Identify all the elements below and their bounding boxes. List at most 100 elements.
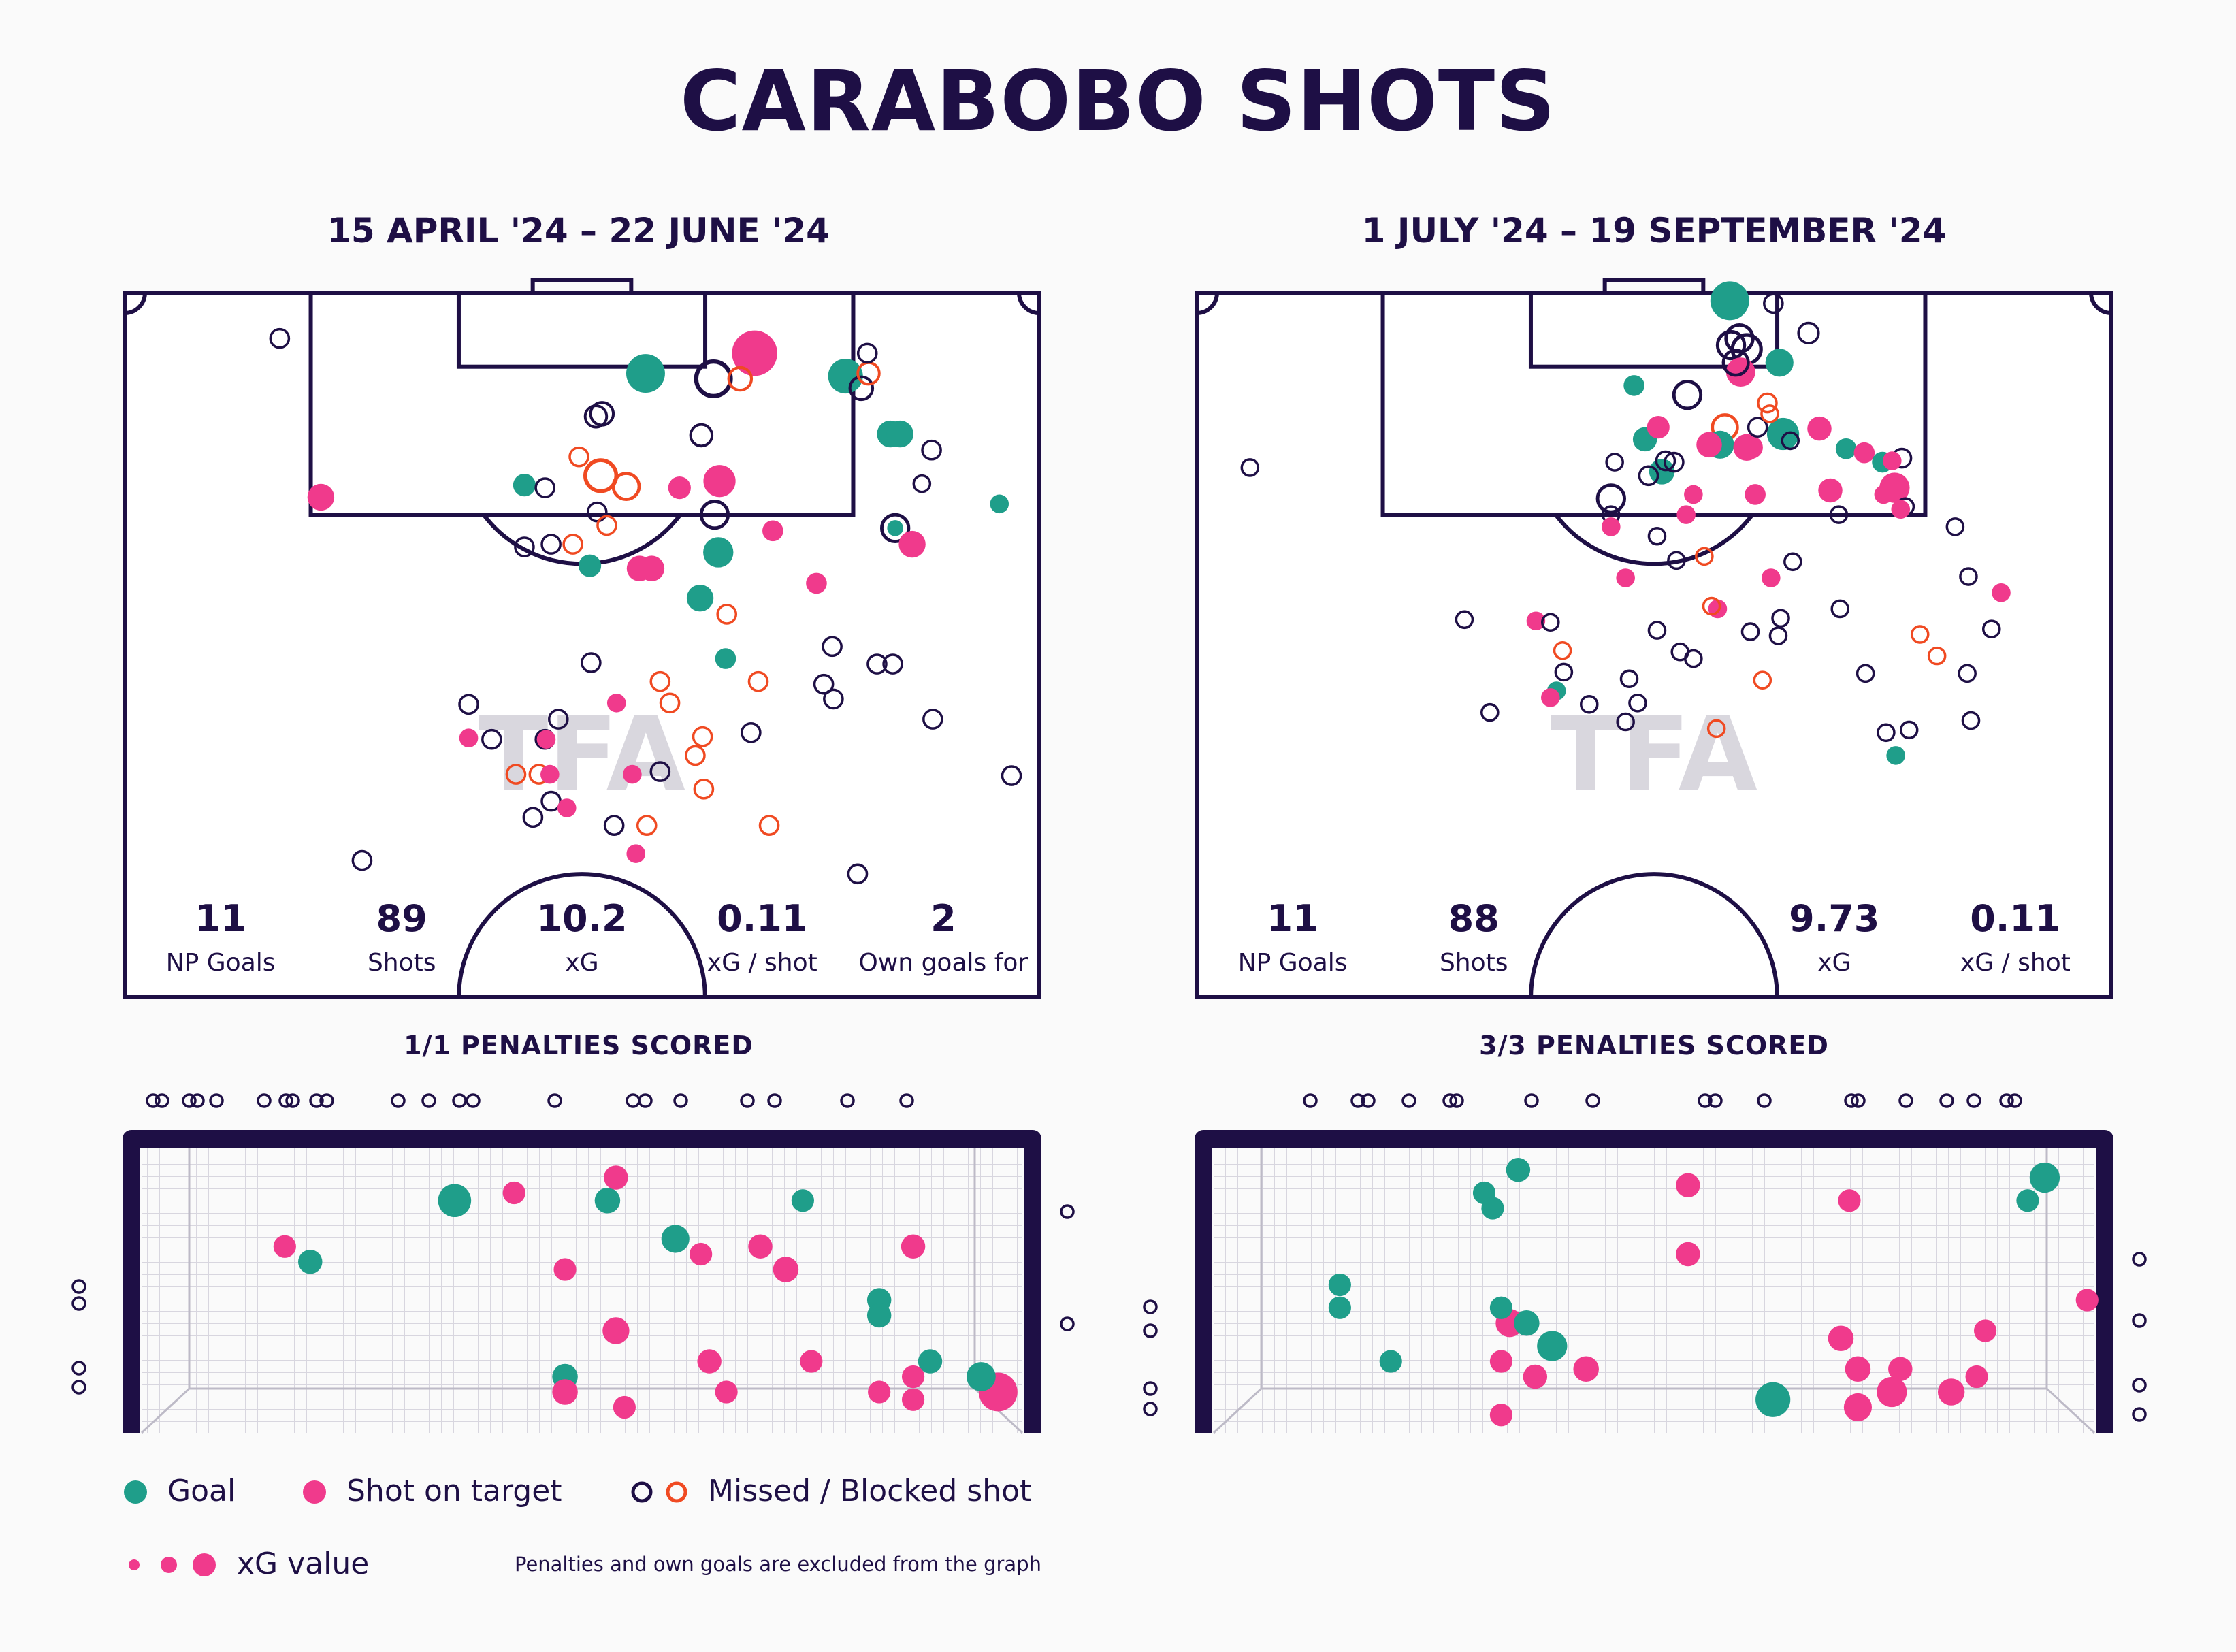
missed-over-marker xyxy=(257,1093,272,1108)
goalmouth-marker xyxy=(1973,1319,1997,1342)
stat-label: Own goals for xyxy=(859,949,1028,977)
goalmouth-marker xyxy=(594,1187,621,1214)
stat-value: 11 xyxy=(1267,897,1318,940)
shot-marker xyxy=(921,439,942,461)
goalmouth-marker xyxy=(602,1317,630,1344)
goalmouth-marker xyxy=(901,1234,926,1259)
legend-goal-label: Goal xyxy=(167,1474,236,1508)
missed-wide-marker xyxy=(1060,1316,1075,1331)
shot-marker xyxy=(513,474,536,497)
shot-marker xyxy=(1747,417,1768,438)
shot-marker xyxy=(603,815,625,836)
missed-over-marker xyxy=(190,1093,205,1108)
shot-marker xyxy=(703,465,736,498)
shot-marker xyxy=(578,554,602,577)
shot-marker xyxy=(536,730,556,749)
shot-marker xyxy=(1771,609,1790,628)
shot-marker xyxy=(1616,568,1635,587)
shot-marker xyxy=(1765,349,1794,377)
shot-marker xyxy=(307,483,335,511)
missed-over-marker xyxy=(1585,1093,1600,1108)
shot-marker xyxy=(703,537,734,568)
goalmouth-marker xyxy=(868,1380,891,1404)
shot-marker xyxy=(1740,622,1760,641)
missed-over-marker xyxy=(1898,1093,1913,1108)
shot-marker xyxy=(856,342,878,364)
goalmouth-marker xyxy=(1328,1296,1351,1319)
missed-wide-marker xyxy=(71,1361,86,1376)
goalmouth-marker xyxy=(553,1258,577,1281)
shot-marker xyxy=(1667,551,1686,570)
shot-marker xyxy=(1647,416,1670,439)
missed-over-marker xyxy=(421,1093,436,1108)
shot-marker xyxy=(596,515,617,536)
goalmouth-marker xyxy=(1937,1378,1965,1406)
missed-wide-marker xyxy=(1143,1402,1158,1416)
shot-marker xyxy=(1541,688,1560,707)
goalmouth-marker xyxy=(1573,1356,1599,1382)
shot-marker xyxy=(1684,649,1703,668)
missed-over-marker xyxy=(452,1093,467,1108)
shot-marker xyxy=(1001,765,1022,786)
shot-marker xyxy=(813,673,835,695)
goalmouth-marker xyxy=(1489,1296,1513,1319)
stat-value: 0.11 xyxy=(1970,897,2060,940)
goal-net-side xyxy=(2045,1387,2096,1434)
legend-missed-swatch xyxy=(631,1481,653,1503)
pitch-outline xyxy=(123,291,1041,999)
corner-arc xyxy=(124,292,147,315)
shot-marker xyxy=(692,726,713,747)
shot-marker xyxy=(689,423,714,448)
shot-marker xyxy=(715,648,736,669)
stat-label: xG xyxy=(1817,949,1851,977)
goalmouth-marker xyxy=(1379,1350,1402,1373)
shot-marker xyxy=(1526,611,1546,631)
stat-value: 2 xyxy=(930,897,956,940)
goalmouth-marker xyxy=(966,1362,996,1391)
shot-marker xyxy=(828,358,863,394)
missed-wide-marker xyxy=(2132,1407,2147,1422)
shot-marker xyxy=(1874,485,1894,504)
shot-marker xyxy=(1725,357,1755,387)
pitch-panel-2: TFA 11 NP Goals 88 Shots 9.73 xG 0.11 xG / shot xyxy=(1195,278,2113,999)
shot-marker xyxy=(823,688,844,710)
legend-on-target-label: Shot on target xyxy=(346,1474,562,1508)
shot-marker xyxy=(1455,610,1474,630)
shot-marker xyxy=(1605,453,1624,472)
shot-marker xyxy=(636,815,658,836)
goalmouth-marker xyxy=(1514,1310,1540,1336)
shot-marker xyxy=(1981,619,2001,638)
missed-over-marker xyxy=(182,1093,197,1108)
shot-marker xyxy=(886,420,913,448)
penalty-arc xyxy=(1554,513,1754,566)
shot-marker xyxy=(741,722,762,743)
shot-marker xyxy=(1766,417,1800,451)
shot-marker xyxy=(659,692,681,714)
missed-wide-marker xyxy=(2132,1313,2147,1328)
shot-marker xyxy=(557,798,577,817)
shot-marker xyxy=(351,849,373,871)
missed-over-marker xyxy=(767,1093,782,1108)
missed-wide-marker xyxy=(71,1380,86,1395)
goalmouth-marker xyxy=(748,1234,773,1259)
shot-marker xyxy=(458,694,479,715)
shot-marker xyxy=(1647,526,1667,546)
shot-marker xyxy=(1647,621,1667,640)
goalmouth-marker xyxy=(1489,1404,1513,1427)
goalmouth-marker xyxy=(1481,1197,1504,1220)
missed-over-marker xyxy=(638,1093,653,1108)
goalmouth-marker xyxy=(298,1250,323,1274)
shot-marker xyxy=(1877,723,1896,743)
goalmouth-marker xyxy=(800,1350,823,1373)
shot-marker xyxy=(459,728,479,747)
shot-marker xyxy=(1710,281,1749,321)
shot-marker xyxy=(882,653,903,675)
pitch-panel-1: TFA 11 NP Goals 89 Shots 10.2 xG 0.11 xG / shot 2… xyxy=(123,278,1041,999)
stat-value: 9.73 xyxy=(1789,897,1879,940)
shot-marker xyxy=(1910,625,1930,644)
shot-marker xyxy=(547,709,569,730)
legend-note: Penalties and own goals are excluded fro… xyxy=(515,1553,1041,1576)
shot-marker xyxy=(1945,517,1965,536)
goalmouth-marker xyxy=(690,1242,713,1266)
